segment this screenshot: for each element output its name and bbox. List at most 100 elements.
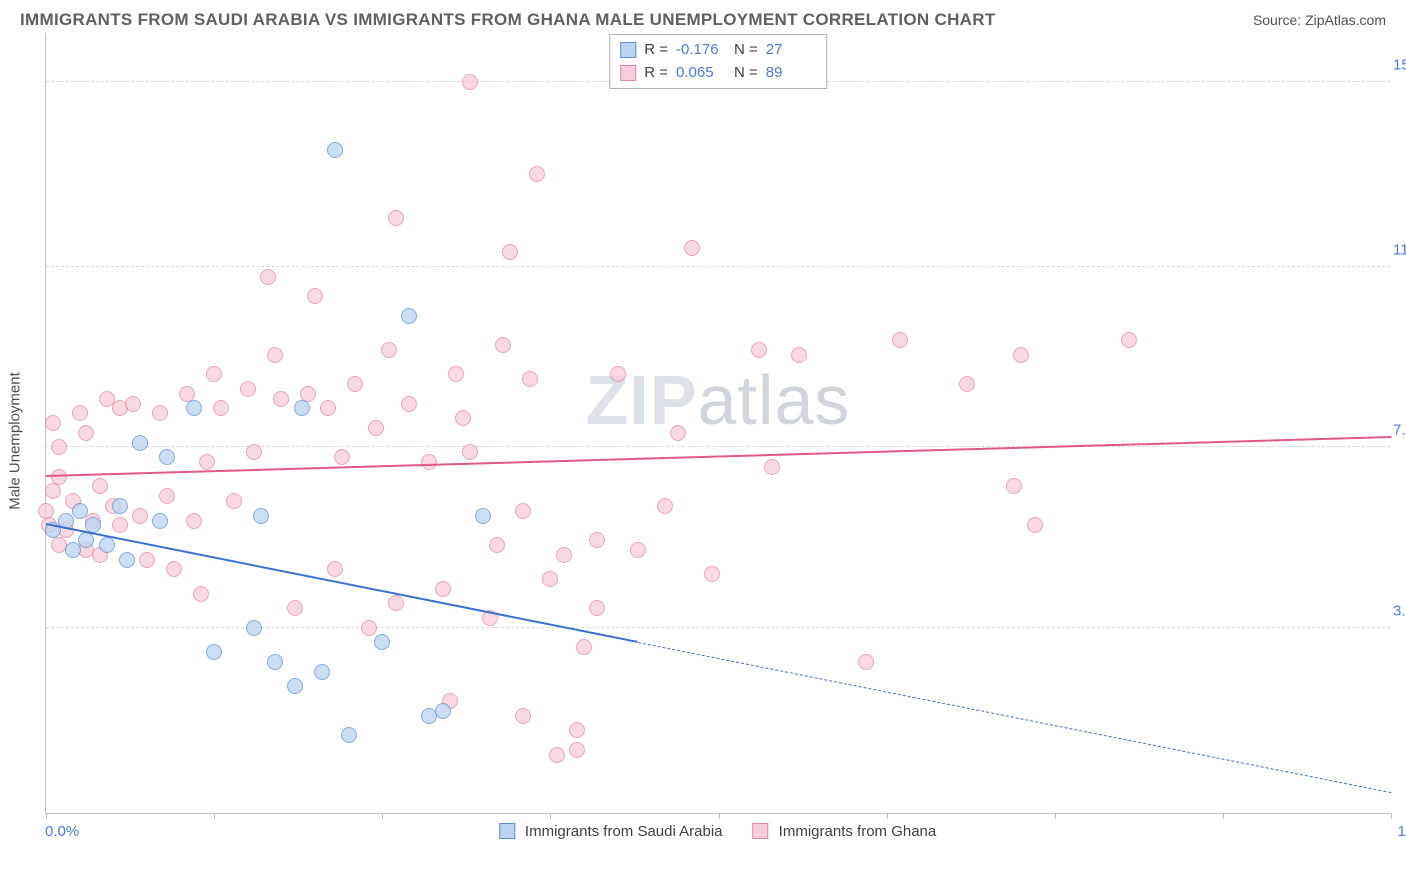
data-point-ghana — [38, 503, 54, 519]
data-point-ghana — [455, 410, 471, 426]
data-point-ghana — [159, 488, 175, 504]
data-point-saudi — [132, 435, 148, 451]
stat-n-label: N = — [734, 39, 758, 62]
data-point-ghana — [858, 654, 874, 670]
data-point-ghana — [435, 581, 451, 597]
data-point-saudi — [421, 708, 437, 724]
watermark-thin: atlas — [698, 361, 851, 439]
data-point-ghana — [1013, 347, 1029, 363]
data-point-ghana — [166, 561, 182, 577]
data-point-ghana — [791, 347, 807, 363]
data-point-ghana — [529, 166, 545, 182]
data-point-ghana — [576, 639, 592, 655]
stat-n-value-ghana: 89 — [766, 62, 816, 85]
data-point-ghana — [515, 503, 531, 519]
data-point-saudi — [314, 664, 330, 680]
data-point-saudi — [152, 513, 168, 529]
x-tick-right: 10.0% — [1397, 823, 1406, 840]
data-point-ghana — [610, 366, 626, 382]
trend-line — [638, 642, 1391, 793]
data-point-ghana — [630, 542, 646, 558]
data-point-ghana — [569, 722, 585, 738]
data-point-ghana — [213, 400, 229, 416]
data-point-ghana — [347, 376, 363, 392]
swatch-saudi — [499, 823, 515, 839]
data-point-ghana — [273, 391, 289, 407]
data-point-saudi — [475, 508, 491, 524]
stat-r-value-ghana: 0.065 — [676, 62, 726, 85]
y-tick-label: 15.0% — [1393, 56, 1406, 73]
data-point-ghana — [704, 566, 720, 582]
data-point-ghana — [92, 478, 108, 494]
data-point-ghana — [388, 595, 404, 611]
data-point-ghana — [670, 425, 686, 441]
data-point-saudi — [186, 400, 202, 416]
data-point-ghana — [549, 747, 565, 763]
data-point-saudi — [112, 498, 128, 514]
data-point-ghana — [569, 742, 585, 758]
stats-row-ghana: R = 0.065 N = 89 — [620, 62, 816, 85]
stats-row-saudi: R = -0.176 N = 27 — [620, 39, 816, 62]
data-point-ghana — [1027, 517, 1043, 533]
y-tick-label: 11.2% — [1393, 242, 1406, 259]
data-point-ghana — [515, 708, 531, 724]
stat-r-label: R = — [644, 62, 668, 85]
y-axis-label: Male Unemployment — [7, 372, 24, 510]
data-point-saudi — [99, 537, 115, 553]
data-point-ghana — [542, 571, 558, 587]
data-point-ghana — [589, 532, 605, 548]
legend-item-saudi: Immigrants from Saudi Arabia — [499, 823, 723, 840]
data-point-ghana — [132, 508, 148, 524]
data-point-ghana — [78, 425, 94, 441]
stat-r-value-saudi: -0.176 — [676, 39, 726, 62]
data-point-saudi — [401, 308, 417, 324]
data-point-saudi — [327, 142, 343, 158]
swatch-saudi — [620, 42, 636, 58]
data-point-ghana — [489, 537, 505, 553]
data-point-ghana — [45, 415, 61, 431]
data-point-saudi — [119, 552, 135, 568]
data-point-ghana — [589, 600, 605, 616]
data-point-ghana — [462, 74, 478, 90]
y-tick-label: 7.5% — [1393, 422, 1406, 439]
data-point-ghana — [260, 269, 276, 285]
data-point-ghana — [226, 493, 242, 509]
data-point-ghana — [448, 366, 464, 382]
data-point-ghana — [657, 498, 673, 514]
data-point-ghana — [186, 513, 202, 529]
data-point-saudi — [78, 532, 94, 548]
data-point-ghana — [388, 210, 404, 226]
data-point-ghana — [361, 620, 377, 636]
stat-n-label: N = — [734, 62, 758, 85]
data-point-ghana — [246, 444, 262, 460]
chart-source: Source: ZipAtlas.com — [1253, 12, 1386, 28]
data-point-saudi — [65, 542, 81, 558]
gridline — [46, 266, 1390, 267]
y-tick-label: 3.8% — [1393, 602, 1406, 619]
data-point-ghana — [112, 517, 128, 533]
stat-r-label: R = — [644, 39, 668, 62]
data-point-ghana — [139, 552, 155, 568]
data-point-ghana — [320, 400, 336, 416]
stats-legend-box: R = -0.176 N = 27 R = 0.065 N = 89 — [609, 34, 827, 89]
data-point-ghana — [334, 449, 350, 465]
data-point-ghana — [199, 454, 215, 470]
legend-label-saudi: Immigrants from Saudi Arabia — [525, 823, 723, 840]
data-point-ghana — [152, 405, 168, 421]
data-point-ghana — [179, 386, 195, 402]
data-point-saudi — [246, 620, 262, 636]
data-point-ghana — [51, 439, 67, 455]
data-point-ghana — [72, 405, 88, 421]
data-point-ghana — [1006, 478, 1022, 494]
data-point-saudi — [267, 654, 283, 670]
data-point-ghana — [751, 342, 767, 358]
data-point-ghana — [462, 444, 478, 460]
data-point-saudi — [374, 634, 390, 650]
legend-label-ghana: Immigrants from Ghana — [779, 823, 937, 840]
data-point-ghana — [401, 396, 417, 412]
data-point-ghana — [421, 454, 437, 470]
data-point-saudi — [341, 727, 357, 743]
x-tick-left: 0.0% — [45, 823, 79, 840]
x-tick — [1391, 813, 1392, 819]
data-point-saudi — [206, 644, 222, 660]
